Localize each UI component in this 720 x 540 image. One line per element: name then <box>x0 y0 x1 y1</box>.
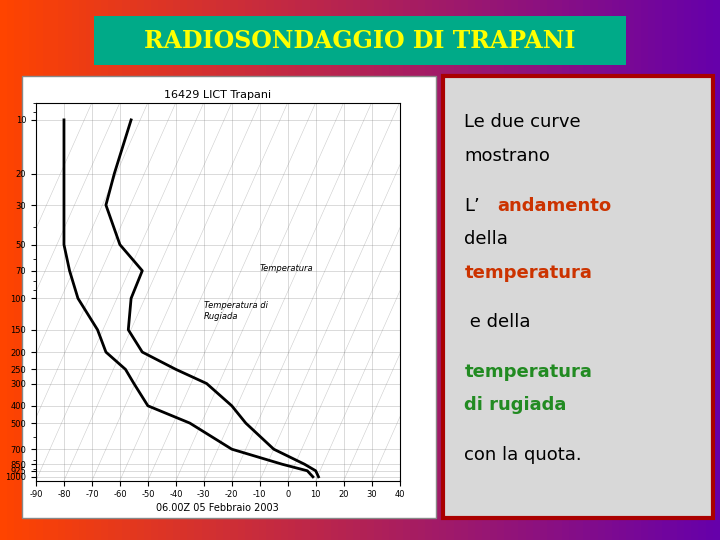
Text: L’: L’ <box>464 197 480 214</box>
Text: temperatura: temperatura <box>464 264 593 281</box>
Text: della: della <box>464 230 508 248</box>
Text: temperatura: temperatura <box>464 363 593 381</box>
FancyBboxPatch shape <box>443 76 713 518</box>
FancyBboxPatch shape <box>94 16 626 65</box>
X-axis label: 06.00Z 05 Febbraio 2003: 06.00Z 05 Febbraio 2003 <box>156 503 279 514</box>
Text: Temperatura: Temperatura <box>260 264 313 273</box>
Text: e della: e della <box>464 313 531 331</box>
FancyBboxPatch shape <box>22 76 436 518</box>
Text: andamento: andamento <box>497 197 611 214</box>
Title: 16429 LICT Trapani: 16429 LICT Trapani <box>164 90 271 100</box>
Text: di rugiada: di rugiada <box>464 396 567 414</box>
Text: con la quota.: con la quota. <box>464 446 582 464</box>
Text: Le due curve: Le due curve <box>464 113 581 131</box>
Text: Temperatura di
Rugiada: Temperatura di Rugiada <box>204 301 268 321</box>
Text: mostrano: mostrano <box>464 147 550 165</box>
Text: RADIOSONDAGGIO DI TRAPANI: RADIOSONDAGGIO DI TRAPANI <box>144 29 576 52</box>
